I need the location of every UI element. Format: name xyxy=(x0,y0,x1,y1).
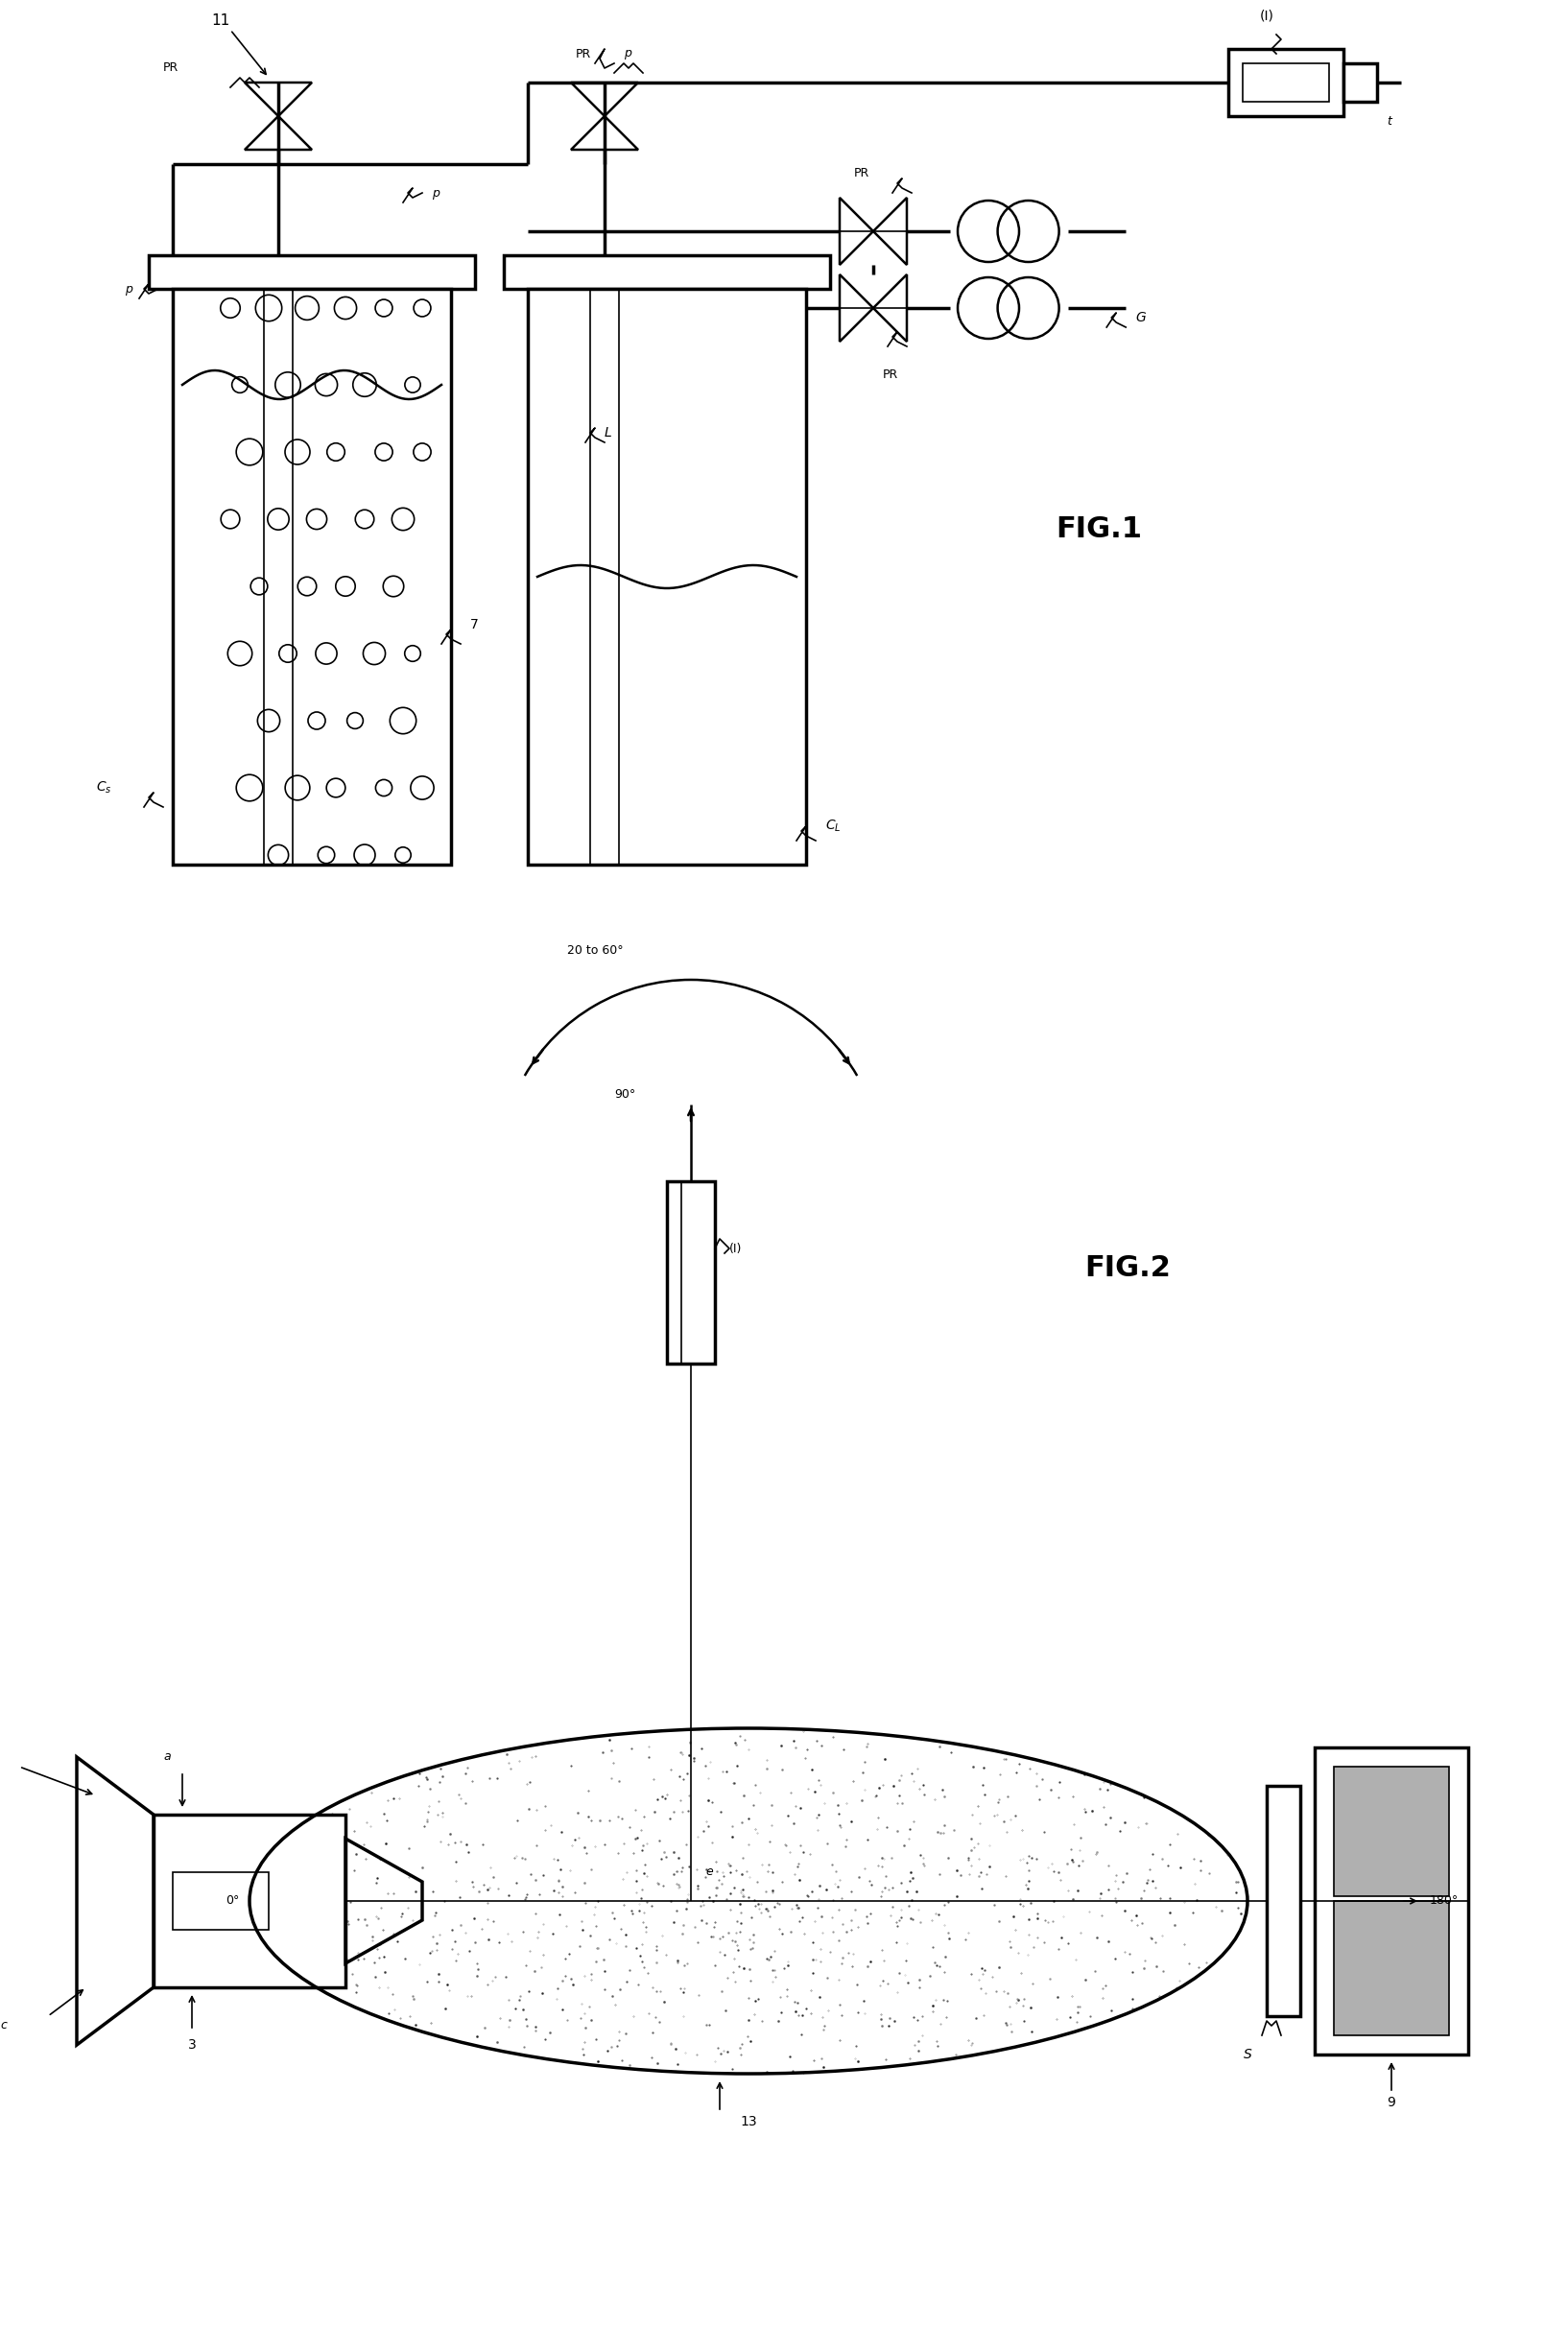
Text: PR: PR xyxy=(855,167,870,179)
Text: c: c xyxy=(0,2020,6,2032)
Text: FIG.2: FIG.2 xyxy=(1085,1254,1171,1282)
Text: 3: 3 xyxy=(188,2039,196,2051)
Text: t: t xyxy=(1386,115,1391,127)
Text: 11: 11 xyxy=(212,14,229,28)
Bar xyxy=(528,289,806,866)
Text: p: p xyxy=(624,47,632,59)
Bar xyxy=(1267,1785,1300,2016)
Text: 20 to 60°: 20 to 60° xyxy=(566,946,622,957)
Text: e: e xyxy=(706,1865,713,1879)
Text: G: G xyxy=(1135,310,1146,325)
Text: p: p xyxy=(431,186,439,200)
Bar xyxy=(1344,64,1377,101)
Bar xyxy=(172,1872,268,1929)
Bar xyxy=(1314,1748,1468,2056)
Text: 180°: 180° xyxy=(1430,1896,1458,1907)
Text: (I): (I) xyxy=(1259,9,1273,21)
Text: 90°: 90° xyxy=(615,1089,635,1101)
Text: (I): (I) xyxy=(729,1242,742,1254)
Text: PR: PR xyxy=(163,61,179,75)
Bar xyxy=(149,256,475,289)
Text: p: p xyxy=(125,282,132,294)
Text: $C_s$: $C_s$ xyxy=(96,781,111,795)
Text: PR: PR xyxy=(575,47,591,59)
Bar xyxy=(172,289,452,866)
Bar xyxy=(1334,1766,1449,1896)
Bar xyxy=(666,1181,715,1364)
Bar xyxy=(154,1816,345,1987)
Text: FIG.1: FIG.1 xyxy=(1055,515,1142,543)
Bar xyxy=(1334,1900,1449,2034)
Bar xyxy=(1243,64,1330,101)
Text: $C_L$: $C_L$ xyxy=(825,818,840,835)
Text: S: S xyxy=(1243,2049,1251,2060)
Text: PR: PR xyxy=(883,369,898,381)
Bar xyxy=(1228,49,1344,115)
Text: 9: 9 xyxy=(1388,2096,1396,2110)
Bar xyxy=(503,256,829,289)
Text: L: L xyxy=(605,426,612,440)
Text: a: a xyxy=(163,1750,171,1764)
Text: 0°: 0° xyxy=(226,1896,240,1907)
Text: 13: 13 xyxy=(740,2114,757,2129)
Text: 7: 7 xyxy=(470,619,478,630)
